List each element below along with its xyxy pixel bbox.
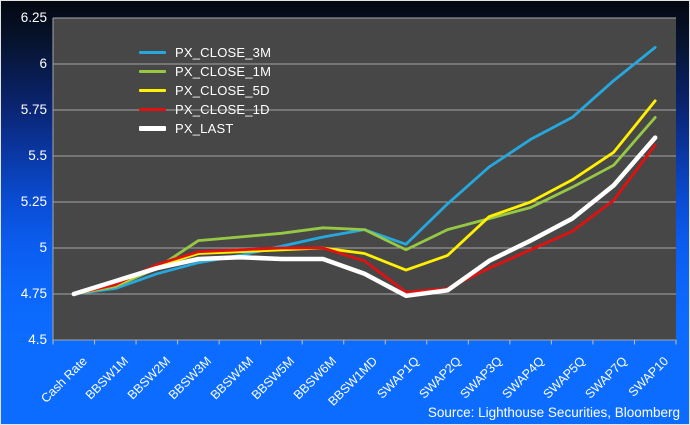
legend-label: PX_CLOSE_3M: [175, 45, 272, 60]
legend-swatch: [139, 69, 166, 74]
y-tick-label: 5.5: [28, 148, 47, 163]
legend-label: PX_CLOSE_1D: [175, 102, 270, 117]
legend-swatch: [139, 107, 166, 112]
series-line-px_close_5d: [72, 99, 657, 296]
legend-item-px_close_5d: PX_CLOSE_5D: [139, 81, 271, 100]
legend-item-px_last: PX_LAST: [139, 119, 271, 138]
legend-label: PX_CLOSE_5D: [175, 83, 270, 98]
y-tick-label: 6.25: [20, 10, 47, 25]
y-tick-label: 5: [39, 240, 47, 255]
y-tick-label: 5.25: [20, 194, 47, 209]
chart-legend: PX_CLOSE_3M PX_CLOSE_1M PX_CLOSE_5D PX_CLOS…: [139, 43, 271, 138]
legend-swatch: [139, 126, 166, 131]
y-tick-label: 5.75: [20, 102, 47, 117]
legend-label: PX_LAST: [175, 121, 234, 136]
series-line-px_last: [71, 135, 658, 299]
legend-item-px_close_3m: PX_CLOSE_3M: [139, 43, 271, 62]
legend-item-px_close_1d: PX_CLOSE_1D: [139, 100, 271, 119]
legend-swatch: [139, 50, 166, 55]
series-line-px_close_1d: [72, 143, 657, 296]
legend-item-px_close_1m: PX_CLOSE_1M: [139, 62, 271, 81]
y-tick-label: 4.5: [28, 332, 47, 347]
source-note: Source: Lighthouse Securities, Bloomberg: [427, 405, 680, 420]
legend-label: PX_CLOSE_1M: [175, 64, 272, 79]
legend-swatch: [139, 88, 166, 93]
y-tick-label: 6: [39, 56, 47, 71]
y-tick-label: 4.75: [20, 286, 47, 301]
